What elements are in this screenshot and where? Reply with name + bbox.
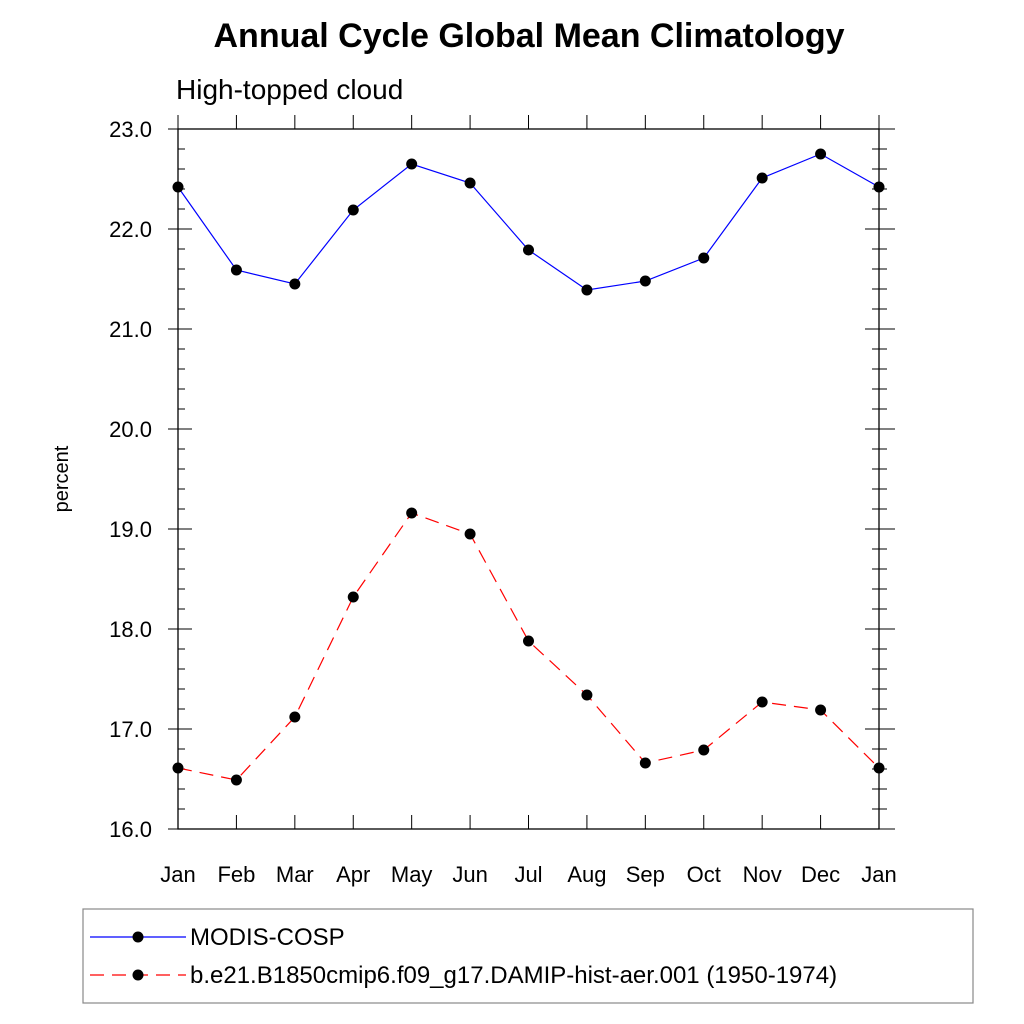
- y-tick-labels: 16.0 17.0 18.0 19.0 20.0 21.0 22.0 23.0: [109, 117, 152, 842]
- data-point-0: [581, 284, 593, 296]
- x-tick-label: Sep: [626, 862, 665, 887]
- data-point-0: [464, 177, 476, 189]
- data-point-0: [289, 278, 301, 290]
- data-point-1: [230, 774, 242, 786]
- legend-marker-modis: [132, 931, 144, 943]
- data-point-1: [347, 591, 359, 603]
- y-tick-label: 17.0: [109, 717, 152, 742]
- legend-marker-model: [132, 969, 144, 981]
- y-tick-label: 21.0: [109, 317, 152, 342]
- data-point-0: [756, 172, 768, 184]
- chart-subtitle: High-topped cloud: [176, 74, 403, 105]
- series-layer: [172, 148, 885, 786]
- x-tick-label: Jul: [514, 862, 542, 887]
- data-point-1: [289, 711, 301, 723]
- series-line-0: [177, 153, 880, 291]
- legend-box: [82, 908, 974, 1004]
- data-point-0: [523, 244, 534, 256]
- data-point-1: [698, 744, 710, 756]
- x-tick-label: Mar: [276, 862, 314, 887]
- x-tick-labels: Jan Feb Mar Apr May Jun Jul Aug Sep Oct Nov Dec Jan: [160, 862, 896, 887]
- data-point-0: [698, 252, 710, 264]
- y-tick-label: 18.0: [109, 617, 152, 642]
- data-point-1: [581, 689, 593, 701]
- plot-frame: [177, 128, 880, 830]
- data-point-1: [815, 704, 827, 716]
- legend-label-model: b.e21.B1850cmip6.f09_g17.DAMIP-hist-aer.…: [190, 962, 837, 989]
- x-tick-label: May: [391, 862, 433, 887]
- y-tick-label: 23.0: [109, 117, 152, 142]
- axis-ticks: [168, 115, 895, 830]
- data-point-0: [230, 264, 242, 276]
- legend-label-modis: MODIS-COSP: [190, 924, 345, 951]
- data-point-0: [406, 158, 418, 170]
- legend: MODIS-COSP b.e21.B1850cmip6.f09_g17.DAMI…: [82, 908, 974, 1004]
- data-point-0: [639, 275, 651, 287]
- y-tick-label: 22.0: [109, 217, 152, 242]
- y-tick-label: 20.0: [109, 417, 152, 442]
- x-tick-label: Apr: [336, 862, 370, 887]
- data-point-1: [464, 528, 476, 540]
- x-tick-label: Aug: [567, 862, 606, 887]
- data-point-1: [639, 757, 651, 769]
- y-axis-label: percent: [51, 445, 73, 512]
- y-tick-label: 19.0: [109, 517, 152, 542]
- x-tick-label: Jan: [160, 862, 195, 887]
- data-point-0: [347, 204, 359, 216]
- x-tick-label: Dec: [801, 862, 840, 887]
- x-tick-label: Jan: [861, 862, 896, 887]
- data-point-0: [815, 148, 827, 160]
- chart-title: Annual Cycle Global Mean Climatology: [214, 17, 845, 55]
- y-tick-label: 16.0: [109, 817, 152, 842]
- x-tick-label: Feb: [217, 862, 255, 887]
- x-tick-label: Jun: [452, 862, 487, 887]
- data-point-1: [406, 507, 418, 519]
- x-tick-label: Nov: [743, 862, 782, 887]
- data-point-1: [756, 696, 768, 708]
- x-tick-label: Oct: [687, 862, 721, 887]
- data-point-1: [523, 635, 534, 647]
